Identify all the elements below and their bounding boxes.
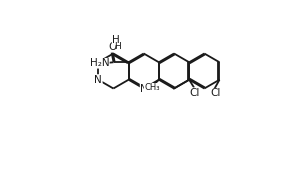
Text: O: O (108, 42, 116, 52)
Text: N: N (94, 75, 102, 85)
Text: H: H (112, 35, 120, 45)
Text: Cl: Cl (189, 88, 199, 98)
Text: Cl: Cl (210, 88, 221, 98)
Text: CH₃: CH₃ (144, 83, 160, 92)
Text: N: N (140, 84, 148, 94)
Text: H₂N: H₂N (90, 58, 109, 68)
Text: H: H (114, 42, 121, 51)
